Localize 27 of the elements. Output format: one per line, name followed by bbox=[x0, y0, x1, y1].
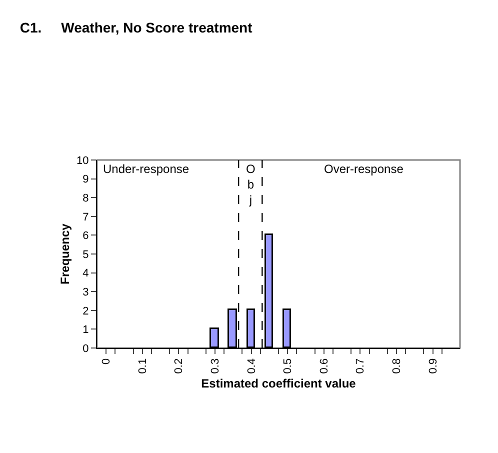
x-tick-label: 0.9 bbox=[427, 358, 440, 374]
y-tick-label: 1 bbox=[82, 324, 89, 336]
chart-title: C1. Weather, No Score treatment bbox=[20, 19, 253, 36]
x-tick-label: 0.3 bbox=[210, 358, 222, 374]
annotation: Obj bbox=[246, 162, 256, 208]
y-tick-label: 8 bbox=[82, 192, 89, 204]
y-tick-label: 0 bbox=[82, 342, 89, 355]
x-tick-label: 0.2 bbox=[173, 358, 186, 374]
y-tick-label: 2 bbox=[82, 305, 89, 318]
x-axis-title: Estimated coefficient value bbox=[201, 376, 356, 391]
x-tick-label: 0.5 bbox=[282, 358, 294, 374]
y-tick-label: 3 bbox=[82, 286, 89, 298]
y-axis-title: Frequency bbox=[58, 223, 72, 284]
y-tick-label: 10 bbox=[76, 154, 89, 167]
x-tick-label: 0.8 bbox=[391, 358, 404, 374]
annotation: Over-response bbox=[324, 162, 404, 176]
annotation: Under-response bbox=[103, 162, 190, 176]
y-tick-label: 5 bbox=[82, 248, 89, 261]
y-tick-label: 6 bbox=[82, 230, 89, 242]
x-tick-label: 0.1 bbox=[136, 358, 149, 374]
x-tick-label: 0.7 bbox=[354, 358, 367, 374]
y-tick-label: 4 bbox=[82, 268, 89, 280]
x-tick-label: 0.6 bbox=[318, 358, 330, 374]
x-tick-label: 0.4 bbox=[246, 358, 258, 374]
y-tick-label: 7 bbox=[82, 211, 89, 224]
y-tick-label: 9 bbox=[82, 174, 89, 186]
x-tick-label: 0 bbox=[100, 358, 113, 365]
